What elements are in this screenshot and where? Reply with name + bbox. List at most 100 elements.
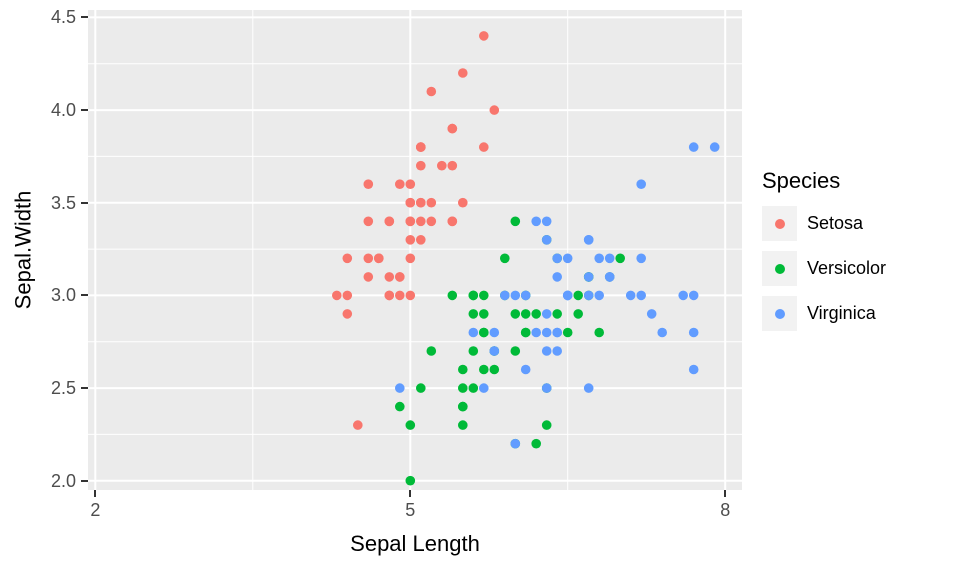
data-point-virginica [520,364,531,375]
data-point-virginica [552,346,562,356]
data-point-setosa [416,235,426,245]
y-tick-label: 4.5 [50,7,76,28]
y-tick-label: 3.0 [50,285,76,306]
data-point-virginica [594,290,604,301]
data-point-versicolor [468,309,479,319]
legend-entry-virginica: Virginica [762,296,886,331]
data-point-versicolor [531,438,541,449]
data-point-setosa [416,160,426,171]
data-point-virginica [688,327,699,338]
data-point-versicolor [510,346,521,356]
data-point-setosa [353,420,363,430]
data-point-setosa [342,253,353,264]
data-point-versicolor [426,346,437,356]
data-point-setosa [479,142,489,152]
data-point-versicolor [468,290,479,301]
data-point-setosa [395,272,405,282]
legend: Species Setosa Versicolor Virginica [762,168,886,341]
y-tick-label: 3.5 [50,192,76,213]
data-point-versicolor [416,383,426,393]
data-point-setosa [342,290,353,301]
data-point-setosa [342,309,353,319]
y-tick-mark [81,479,88,482]
x-tick-label: 5 [405,500,416,520]
data-point-virginica [657,327,667,338]
data-point-virginica [468,327,479,338]
data-point-virginica [395,383,405,393]
x-tick-mark [94,490,97,497]
data-point-setosa [458,68,468,78]
data-point-virginica [520,290,531,301]
legend-title: Species [762,168,841,193]
legend-entry-versicolor: Versicolor [762,251,886,286]
y-axis-title-box: Sepal.Width [6,10,40,490]
data-point-versicolor [405,475,416,486]
data-point-versicolor [552,309,562,319]
data-point-versicolor [458,364,468,375]
data-point-setosa [447,123,458,134]
data-point-setosa [416,142,426,152]
legend-key [762,296,797,331]
data-point-setosa [416,197,426,208]
data-point-setosa [363,272,374,282]
data-point-setosa [405,179,416,189]
data-point-versicolor [405,420,416,430]
data-point-versicolor [458,401,468,412]
y-tick-mark [81,16,88,19]
data-point-versicolor [479,327,489,338]
x-axis-title: Sepal Length [350,531,480,556]
data-point-virginica [688,364,699,375]
data-point-setosa [426,86,437,97]
data-point-virginica [688,290,699,301]
y-tick-mark [81,201,88,204]
data-point-setosa [437,160,447,171]
y-tick-label: 2.0 [50,470,76,491]
legend-key [762,251,797,286]
data-point-virginica [636,253,646,264]
data-point-versicolor [510,216,521,227]
data-point-versicolor [510,309,521,319]
plot-area-svg [88,10,742,490]
data-point-virginica [510,438,521,449]
data-point-setosa [384,216,395,227]
data-point-versicolor [594,327,604,338]
plot-panel [88,10,742,490]
data-point-setosa [489,105,500,115]
x-tick-mark [409,490,412,497]
x-tick-mark [724,490,727,497]
data-point-virginica [510,290,521,301]
data-point-virginica [562,253,573,264]
data-point-versicolor [520,327,531,338]
data-point-virginica [489,346,500,356]
y-tick-mark [81,109,88,112]
data-point-setosa [426,197,437,208]
data-point-setosa [395,290,405,301]
data-point-virginica [552,253,562,264]
data-point-setosa [374,253,384,264]
data-point-setosa [405,253,416,264]
versicolor-dot-icon [774,263,785,274]
data-point-setosa [405,235,416,245]
data-point-versicolor [562,327,573,338]
data-point-versicolor [479,290,489,301]
data-point-virginica [709,142,720,152]
legend-label-setosa: Setosa [807,213,864,233]
data-point-setosa [405,216,416,227]
virginica-dot-icon [774,308,785,319]
data-point-virginica [688,142,699,152]
data-point-setosa [384,290,395,301]
data-point-versicolor [489,364,500,375]
data-point-setosa [426,216,437,227]
y-tick-label: 4.0 [50,100,76,121]
data-point-versicolor [468,383,479,393]
x-tick-label: 8 [720,500,731,520]
data-point-virginica [604,272,615,282]
data-point-versicolor [479,309,489,319]
data-point-versicolor [500,253,510,264]
data-point-setosa [416,216,426,227]
data-point-virginica [541,383,552,393]
data-point-virginica [625,290,636,301]
data-point-virginica [531,327,541,338]
data-point-setosa [458,197,468,208]
